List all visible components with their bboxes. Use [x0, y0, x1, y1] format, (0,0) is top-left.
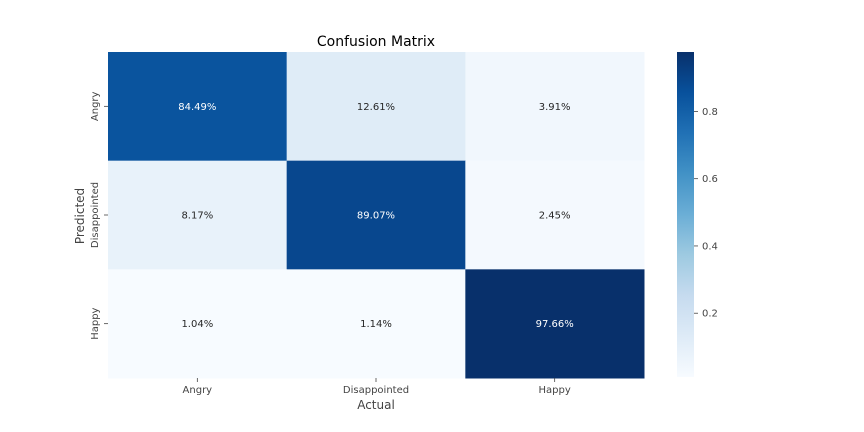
heatmap-cell	[108, 269, 288, 379]
x-tick-label: Happy	[539, 385, 571, 396]
colorbar-tick-label: 0.6	[702, 174, 718, 185]
cell-value-label: 8.17%	[181, 211, 213, 222]
cell-value-label: 1.04%	[181, 319, 213, 330]
cell-value-label: 3.91%	[539, 102, 571, 113]
heatmap-cell	[108, 160, 288, 270]
chart-title: Confusion Matrix	[317, 34, 435, 50]
heatmap-cell	[465, 269, 645, 379]
heatmap-cell	[286, 160, 466, 270]
y-axis-label: Predicted	[73, 188, 87, 244]
cell-value-label: 1.14%	[360, 319, 392, 330]
heatmap-cells: 84.49% 12.61% 3.91% 8.17% 89.07% 2.45% 1.04% 1.…	[108, 52, 645, 379]
heatmap-cell	[286, 269, 466, 379]
cell-value-label: 2.45%	[539, 211, 571, 222]
colorbar-tick-label: 0.4	[702, 241, 718, 252]
cell-value-label: 84.49%	[178, 102, 216, 113]
heatmap-cell	[108, 52, 288, 162]
y-tick-label: Angry	[90, 91, 101, 121]
cell-value-label: 89.07%	[357, 211, 395, 222]
y-tick-label: Happy	[90, 307, 101, 339]
colorbar-ticks: 0.2 0.4 0.6 0.8	[694, 107, 718, 320]
cell-value-label: 97.66%	[536, 319, 574, 330]
heatmap-cell	[465, 160, 645, 270]
heatmap-cell	[465, 52, 645, 162]
x-axis-label: Actual	[357, 398, 395, 412]
cell-value-label: 12.61%	[357, 102, 395, 113]
x-tick-label: Disappointed	[343, 385, 409, 396]
y-axis-ticks: Angry Disappointed Happy	[90, 91, 108, 340]
y-tick-label: Disappointed	[90, 182, 101, 248]
colorbar-tick-label: 0.8	[702, 107, 718, 118]
x-tick-label: Angry	[183, 385, 213, 396]
x-axis-ticks: Angry Disappointed Happy	[183, 378, 571, 396]
heatmap-cell	[286, 52, 466, 162]
colorbar	[677, 52, 694, 377]
colorbar-tick-label: 0.2	[702, 309, 718, 320]
